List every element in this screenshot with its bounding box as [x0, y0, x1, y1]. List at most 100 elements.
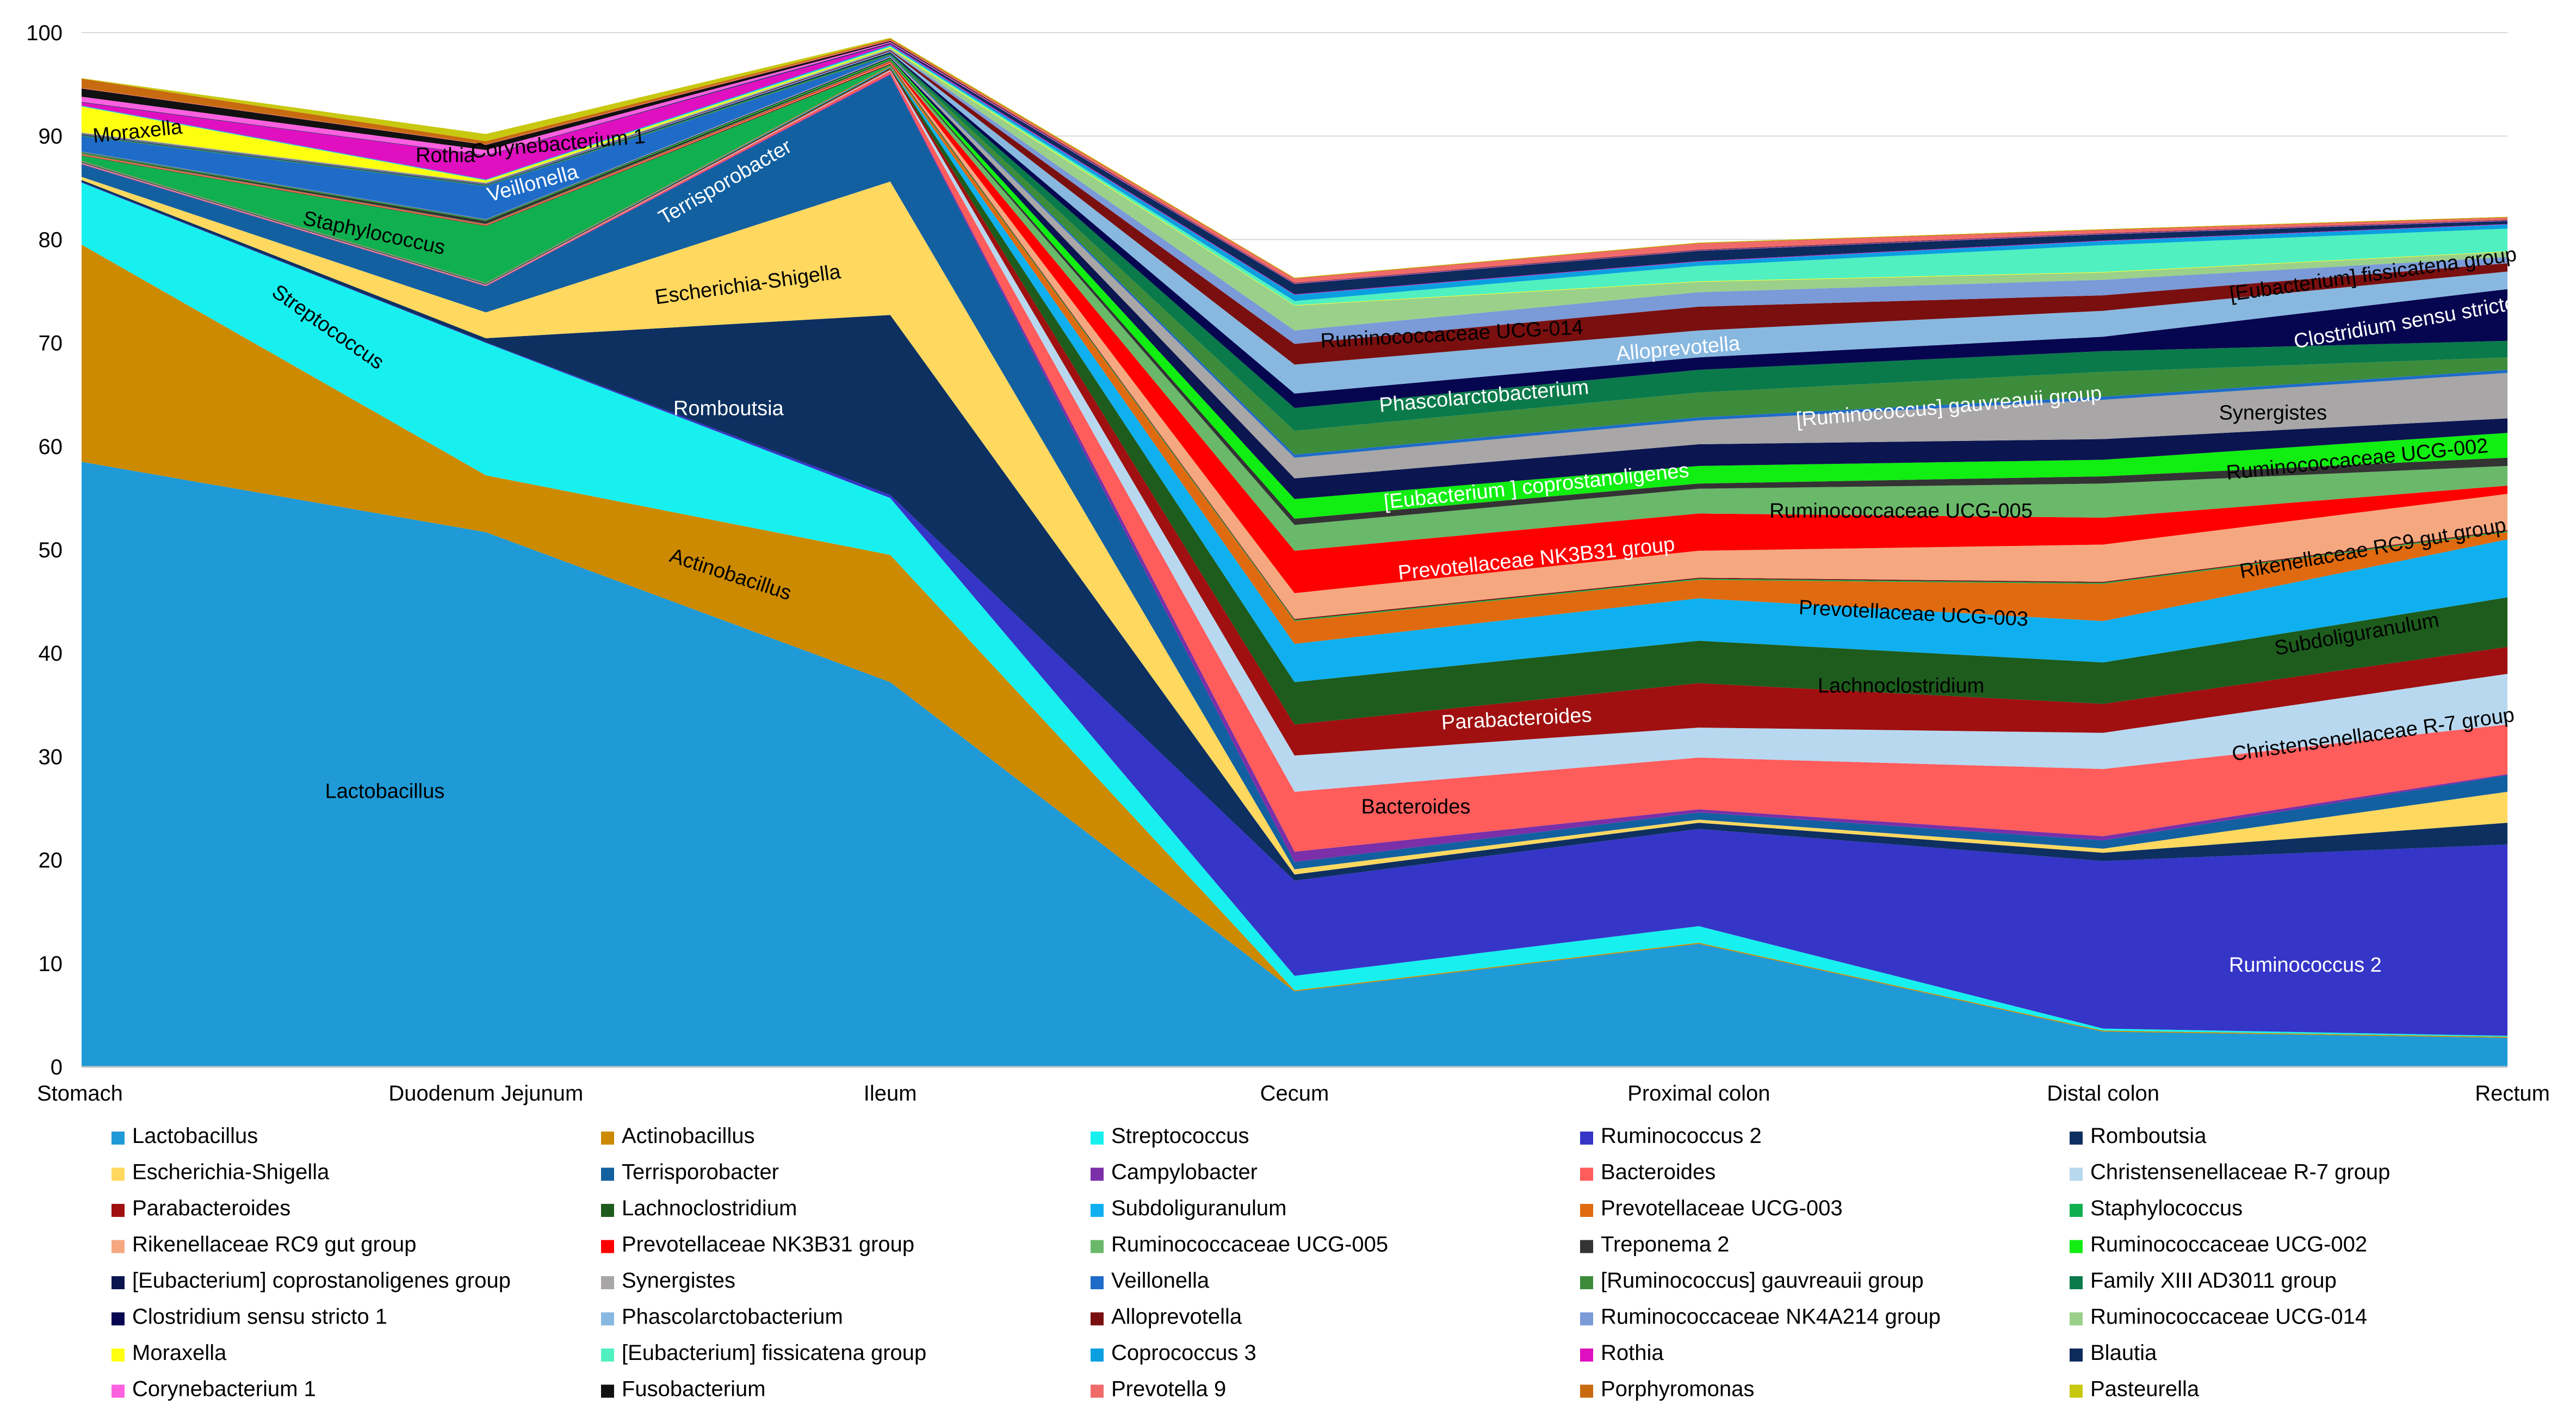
y-tick-label: 30 [39, 745, 63, 769]
legend-swatch [2070, 1312, 2083, 1326]
legend-swatch [112, 1240, 125, 1253]
area-parabacteroides-10 [82, 69, 2507, 756]
legend-label: [Eubacterium] coprostanoligenes group [132, 1269, 511, 1292]
legend-label: Synergistes [622, 1269, 735, 1292]
annotation-romboutsia: Romboutsia [673, 397, 784, 420]
legend-swatch [1091, 1384, 1104, 1398]
legend-label: Christensenellaceae R-7 group [2090, 1160, 2390, 1184]
legend-item-ruminococcus-2: Ruminococcus 2 [1580, 1124, 1762, 1148]
legend-swatch [112, 1204, 125, 1217]
legend-item-corynebacterium-1: Corynebacterium 1 [112, 1377, 316, 1401]
legend-item-staphylococcus: Staphylococcus [2070, 1196, 2243, 1220]
area-lachnoclostridium-11 [82, 67, 2507, 725]
legend-label: Corynebacterium 1 [132, 1377, 316, 1401]
y-tick-label: 10 [39, 952, 63, 976]
legend-swatch [1091, 1132, 1104, 1145]
legend-item-eubacterium-coprostanoligenes-group: [Eubacterium] coprostanoligenes group [112, 1269, 511, 1292]
legend-label: Campylobacter [1111, 1160, 1258, 1184]
legend-swatch [1580, 1384, 1593, 1398]
area-romboutsia-4 [82, 180, 2507, 881]
legend-label: Blautia [2090, 1341, 2157, 1365]
legend-label: Phascolarctobacterium [622, 1305, 843, 1329]
legend-item-treponema-2: Treponema 2 [1580, 1233, 1729, 1257]
legend-label: Lactobacillus [132, 1124, 258, 1148]
legend-label: Coprococcus 3 [1111, 1341, 1256, 1365]
legend-label: Streptococcus [1111, 1124, 1249, 1148]
legend-swatch [601, 1132, 614, 1145]
legend-item-synergistes: Synergistes [601, 1269, 735, 1292]
legend-swatch [2070, 1132, 2083, 1145]
legend-label: Clostridium sensu stricto 1 [132, 1305, 387, 1329]
legend-label: Prevotella 9 [1111, 1377, 1226, 1401]
y-tick-label: 70 [39, 332, 63, 356]
legend-swatch [1091, 1276, 1104, 1289]
legend-swatch [1091, 1240, 1104, 1253]
legend-swatch [112, 1312, 125, 1326]
legend-item-rothia: Rothia [1580, 1341, 1664, 1365]
legend-label: Ruminococcaceae NK4A214 group [1601, 1305, 1941, 1329]
annotation-ruminococcaceae-ucg-005: Ruminococcaceae UCG-005 [1769, 500, 2033, 523]
legend-swatch [2070, 1349, 2083, 1362]
legend-swatch [112, 1384, 125, 1398]
legend-item-parabacteroides: Parabacteroides [112, 1196, 290, 1220]
legend-item-christensenellaceae-r-7-group: Christensenellaceae R-7 group [2070, 1160, 2390, 1184]
x-tick-label-cecum: Cecum [1260, 1082, 1329, 1105]
legend-label: Rikenellaceae RC9 gut group [132, 1233, 417, 1257]
legend-label: Escherichia-Shigella [132, 1160, 330, 1184]
legend-item-bacteroides: Bacteroides [1580, 1160, 1716, 1184]
legend-swatch [112, 1349, 125, 1362]
legend-swatch [2070, 1167, 2083, 1181]
legend-label: Ruminococcus 2 [1601, 1124, 1762, 1148]
legend-item-terrisporobacter: Terrisporobacter [601, 1160, 779, 1184]
legend-swatch [601, 1204, 614, 1217]
legend-label: Veillonella [1111, 1269, 1210, 1292]
legend-item-prevotellaceae-nk3b31-group: Prevotellaceae NK3B31 group [601, 1233, 914, 1257]
area-ruminococcus-2-3 [82, 182, 2507, 1036]
legend-item-phascolarctobacterium: Phascolarctobacterium [601, 1305, 843, 1329]
legend-item-coprococcus-3: Coprococcus 3 [1091, 1341, 1256, 1365]
legend-label: Treponema 2 [1601, 1233, 1729, 1257]
y-tick-label: 0 [51, 1055, 63, 1079]
legend-item-blautia: Blautia [2070, 1341, 2157, 1365]
legend-label: Terrisporobacter [622, 1160, 779, 1184]
area-bacteroides-8 [82, 71, 2507, 852]
legend-swatch [1580, 1167, 1593, 1181]
legend-item-campylobacter: Campylobacter [1091, 1160, 1258, 1184]
legend-item-ruminococcaceae-nk4a214-group: Ruminococcaceae NK4A214 group [1580, 1305, 1941, 1329]
legend-item-lactobacillus: Lactobacillus [112, 1124, 258, 1148]
legend-label: Ruminococcaceae UCG-014 [2090, 1305, 2367, 1329]
legend-swatch [112, 1276, 125, 1289]
legend-swatch [1091, 1349, 1104, 1362]
legend-item-prevotella-9: Prevotella 9 [1091, 1377, 1226, 1401]
legend-label: Rothia [1601, 1341, 1664, 1365]
legend-item-eubacterium-fissicatena-group: [Eubacterium] fissicatena group [601, 1341, 926, 1365]
legend: Lactobacillus Actinobacillus Streptococcus… [112, 1124, 2390, 1401]
y-tick-label: 90 [39, 125, 63, 148]
legend-swatch [601, 1349, 614, 1362]
legend-item-prevotellaceae-ucg-003: Prevotellaceae UCG-003 [1580, 1196, 1843, 1220]
legend-item-streptococcus: Streptococcus [1091, 1124, 1249, 1148]
legend-swatch [2070, 1384, 2083, 1398]
legend-label: Lachnoclostridium [622, 1196, 797, 1220]
y-tick-label: 50 [39, 538, 63, 562]
legend-swatch [1580, 1132, 1593, 1145]
legend-swatch [1580, 1312, 1593, 1326]
legend-swatch [601, 1312, 614, 1326]
legend-item-rikenellaceae-rc9-gut-group: Rikenellaceae RC9 gut group [112, 1233, 417, 1257]
x-tick-label-proximal-colon: Proximal colon [1627, 1082, 1770, 1105]
area-series [82, 38, 2507, 1067]
legend-label: Moraxella [132, 1341, 227, 1365]
area-lactobacillus-0 [82, 462, 2507, 1067]
y-tick-label: 40 [39, 642, 63, 666]
legend-label: Actinobacillus [622, 1124, 755, 1148]
legend-label: Ruminococcaceae UCG-002 [2090, 1233, 2367, 1257]
legend-swatch [1091, 1312, 1104, 1326]
legend-swatch [1580, 1240, 1593, 1253]
annotation-rothia: Rothia [416, 144, 476, 167]
annotation-bacteroides: Bacteroides [1361, 796, 1471, 818]
legend-item-porphyromonas: Porphyromonas [1580, 1377, 1754, 1401]
y-tick-label: 20 [39, 849, 63, 873]
legend-item-actinobacillus: Actinobacillus [601, 1124, 755, 1148]
